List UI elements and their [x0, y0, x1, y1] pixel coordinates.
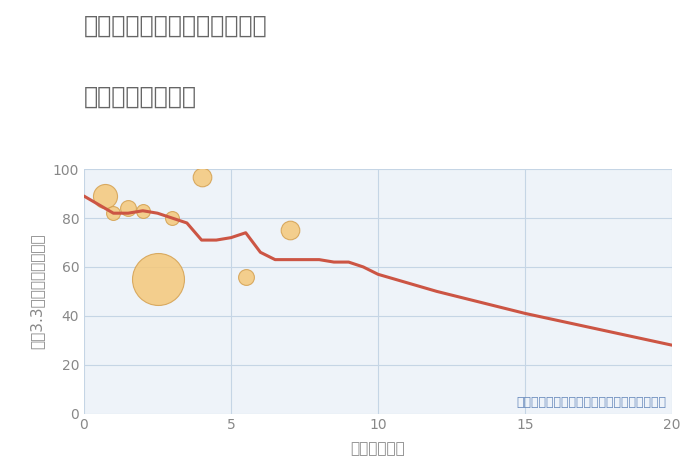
- Text: 駅距離別土地価格: 駅距離別土地価格: [84, 85, 197, 109]
- Point: [284, 227, 295, 234]
- Point: [196, 173, 207, 180]
- Text: 愛知県名古屋市熱田区旗屋の: 愛知県名古屋市熱田区旗屋の: [84, 14, 267, 38]
- Point: [240, 273, 251, 281]
- Point: [99, 192, 110, 200]
- Y-axis label: 坪（3.3㎡）単価（万円）: 坪（3.3㎡）単価（万円）: [29, 234, 44, 349]
- Point: [137, 207, 148, 214]
- Point: [122, 204, 134, 212]
- Text: 円の大きさは、取引のあった物件面積を示す: 円の大きさは、取引のあった物件面積を示す: [516, 396, 666, 409]
- X-axis label: 駅距離（分）: 駅距離（分）: [351, 441, 405, 456]
- Point: [152, 275, 163, 283]
- Point: [108, 210, 119, 217]
- Point: [167, 214, 178, 222]
